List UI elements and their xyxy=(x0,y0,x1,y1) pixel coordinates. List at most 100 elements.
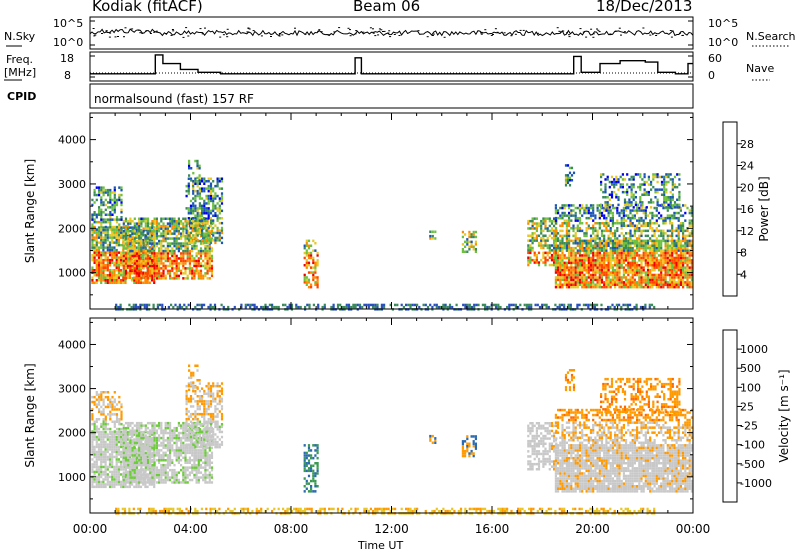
velocity-cell xyxy=(115,480,118,484)
power-cell xyxy=(169,269,172,273)
power-cell xyxy=(587,266,590,269)
power-cell xyxy=(627,214,630,217)
power-cell xyxy=(624,303,627,307)
velocity-cell xyxy=(150,468,154,471)
power-cell xyxy=(677,237,680,240)
power-cell xyxy=(98,186,101,189)
power-cell xyxy=(111,203,114,207)
power-cell xyxy=(629,256,632,260)
power-cell xyxy=(587,246,590,250)
velocity-cell xyxy=(91,480,94,484)
power-cell xyxy=(139,243,143,247)
velocity-cell xyxy=(108,443,112,446)
power-cell xyxy=(111,218,114,221)
power-cell xyxy=(614,246,617,250)
power-cell xyxy=(570,249,573,252)
power-cell xyxy=(553,241,556,245)
power-cell xyxy=(560,303,564,307)
noise-search-dot xyxy=(537,32,539,34)
power-cell xyxy=(665,175,668,179)
power-cell xyxy=(542,246,545,250)
power-cell xyxy=(139,228,143,232)
power-cell xyxy=(106,236,109,239)
power-cell xyxy=(312,266,315,269)
power-cell xyxy=(146,281,149,284)
power-cell xyxy=(684,211,687,215)
power-cell xyxy=(629,232,632,235)
power-cell xyxy=(587,244,590,247)
power-cell xyxy=(651,242,654,245)
noise-search-dot xyxy=(155,30,158,32)
power-cell xyxy=(108,251,112,254)
power-cell xyxy=(196,239,199,242)
power-cell xyxy=(671,244,674,247)
power-cell xyxy=(214,239,217,242)
power-cell xyxy=(561,285,564,289)
power-cell xyxy=(146,229,150,233)
power-cell xyxy=(106,276,109,279)
power-cell xyxy=(589,259,593,262)
velocity-cell xyxy=(120,468,123,471)
power-cell xyxy=(162,239,165,243)
power-cell xyxy=(666,285,669,289)
power-cell xyxy=(140,264,143,268)
power-cell xyxy=(557,251,560,255)
power-cell xyxy=(451,305,454,309)
power-cell xyxy=(625,242,628,245)
power-cell xyxy=(316,278,319,282)
power-cell xyxy=(117,305,120,309)
power-cell xyxy=(303,251,306,255)
power-cell xyxy=(310,271,313,274)
power-cell xyxy=(554,259,557,262)
power-cell xyxy=(129,220,132,223)
power-cell xyxy=(688,256,691,260)
power-cell xyxy=(594,222,597,225)
power-cell xyxy=(295,305,298,309)
power-cell xyxy=(204,252,207,255)
power-cell xyxy=(189,239,193,242)
power-cell xyxy=(135,228,138,232)
power-cell xyxy=(669,190,672,194)
power-cell xyxy=(561,204,564,207)
power-cell xyxy=(535,229,538,233)
power-cell xyxy=(169,277,172,280)
velocity-cell xyxy=(148,473,151,476)
power-cell xyxy=(570,261,573,265)
power-cell xyxy=(557,285,560,289)
velocity-cell xyxy=(102,433,105,436)
power-cell xyxy=(644,234,647,238)
power-cell xyxy=(153,267,156,270)
velocity-cell xyxy=(126,450,129,454)
power-cell xyxy=(651,261,654,265)
power-cell xyxy=(557,254,560,257)
power-cell xyxy=(128,226,131,229)
power-cell xyxy=(142,281,145,284)
power-cell xyxy=(563,256,566,260)
power-cell xyxy=(686,266,689,269)
power-cell xyxy=(164,274,167,278)
velocity-cell xyxy=(139,485,143,489)
power-cell xyxy=(625,246,628,250)
power-cell xyxy=(633,239,636,243)
power-cell xyxy=(202,232,205,235)
freq-panel-frame xyxy=(89,51,694,82)
noise-left-tick-bottom: 10^0 xyxy=(53,36,84,49)
power-cell xyxy=(100,251,103,254)
power-cell xyxy=(650,198,653,201)
power-cell xyxy=(182,232,185,235)
power-cell xyxy=(600,214,604,217)
power-cell xyxy=(673,285,676,289)
power-cell xyxy=(497,303,500,307)
power-cell xyxy=(184,242,187,245)
velocity-cell xyxy=(131,483,134,486)
power-cell xyxy=(262,305,265,309)
power-cell xyxy=(690,246,693,250)
power-cell xyxy=(614,242,617,245)
power-cell xyxy=(632,198,635,201)
power-cell xyxy=(611,251,614,255)
power-cell xyxy=(568,219,571,222)
power-cell xyxy=(191,267,194,270)
noise-search-dot xyxy=(93,35,96,37)
power-cell xyxy=(164,252,167,255)
power-cell xyxy=(566,164,570,167)
